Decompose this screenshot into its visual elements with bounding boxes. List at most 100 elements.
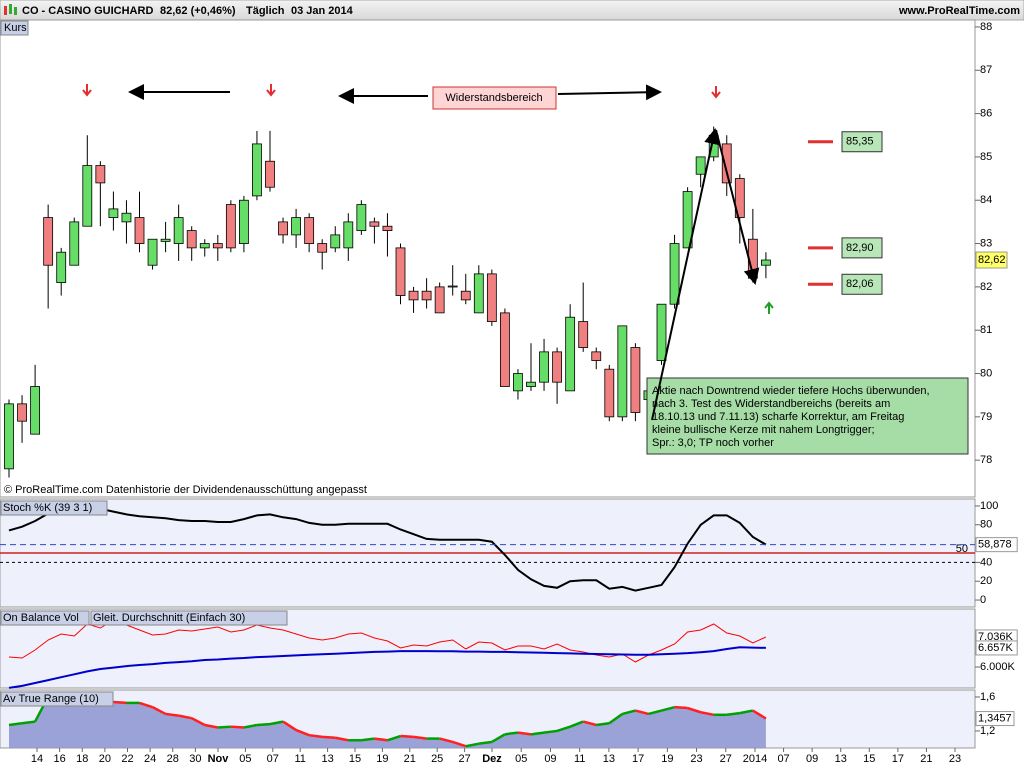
- x-tick-label: 24: [144, 753, 156, 765]
- candle-body: [108, 208, 119, 218]
- panel-title-bg: [0, 20, 29, 36]
- series-segment: [491, 733, 506, 744]
- series-segment: [608, 712, 624, 725]
- last-value-bg: [975, 640, 1018, 656]
- series-line: [8, 506, 767, 592]
- series-segment: [191, 717, 206, 727]
- series-segment: [478, 740, 493, 745]
- candle-body: [330, 234, 341, 249]
- x-tick-label: 17: [892, 753, 904, 765]
- header-title: CO - CASINO GUICHARD: [22, 5, 153, 17]
- candle-body: [17, 403, 27, 422]
- last-value-label: 58,878: [978, 539, 1012, 551]
- candle-body: [539, 351, 549, 383]
- candle-body: [395, 247, 406, 296]
- note-line: nach 3. Test des Widerstandbereichs (ber…: [652, 398, 890, 410]
- x-tick-label: 07: [777, 753, 789, 765]
- candle-body: [604, 368, 615, 418]
- level-box: [841, 131, 883, 153]
- y-tick-label: 1,2: [980, 725, 995, 737]
- series-segment: [295, 728, 310, 737]
- candle-body: [695, 156, 706, 175]
- candle-body: [526, 381, 536, 387]
- x-tick-label: 05: [515, 753, 527, 765]
- candle-body: [356, 204, 367, 231]
- y-tick-label: 40: [980, 556, 992, 568]
- candle-body: [578, 321, 589, 348]
- level-box: [841, 237, 883, 259]
- level-label: 82,06: [846, 278, 874, 290]
- annotation-box: [432, 86, 557, 110]
- candle-body: [682, 191, 693, 249]
- y-tick-label: 20: [980, 575, 992, 587]
- legend-entry: Gleit. Durchschnitt (Einfach 30): [93, 612, 245, 624]
- candle-body: [291, 217, 302, 236]
- last-value-label: 1,3457: [978, 712, 1012, 724]
- level-label: 82,90: [846, 242, 874, 254]
- candle-body: [447, 285, 458, 288]
- series-segment: [308, 733, 323, 739]
- series-segment: [596, 722, 610, 727]
- candle-body: [408, 290, 419, 301]
- x-tick-label: 15: [349, 753, 361, 765]
- y-tick-label: 84: [980, 194, 992, 206]
- legend-entry: Av True Range (10): [3, 693, 99, 705]
- y-tick-label: 87: [980, 64, 992, 76]
- x-tick-label: 13: [603, 753, 615, 765]
- series-area: [9, 697, 766, 748]
- y-tick-label: 81: [980, 324, 992, 336]
- series-segment: [400, 734, 414, 739]
- series-segment: [465, 742, 480, 748]
- candle-body: [56, 251, 67, 283]
- panel-title: Kurs: [4, 22, 27, 34]
- last-price-bg: [975, 251, 1008, 269]
- x-tick-label: 23: [690, 753, 702, 765]
- credit: © ProRealTime.com Datenhistorie der Divi…: [4, 484, 367, 496]
- x-tick-label: 15: [863, 753, 875, 765]
- x-tick-label: Nov: [208, 753, 230, 765]
- note-line: kleine bullische Kerze mit nahem Longtri…: [652, 424, 875, 436]
- series-line: [8, 619, 767, 663]
- candle-body: [421, 290, 432, 301]
- candle-body: [82, 165, 93, 227]
- candle-body: [513, 373, 523, 392]
- y-tick-label: 88: [980, 21, 992, 33]
- legend-bg: [0, 691, 114, 707]
- legend-bg: [90, 610, 288, 626]
- y-tick-label: 80: [980, 367, 992, 379]
- drawings: [128, 84, 760, 421]
- note-line: Spr.: 3,0; TP noch vorher: [652, 437, 774, 449]
- y-tick-label: 78: [980, 454, 992, 466]
- series-segment: [151, 706, 167, 716]
- series-segment: [582, 720, 597, 727]
- x-tick-label: 2014: [743, 753, 767, 765]
- level-box: [841, 273, 883, 295]
- candle-body: [212, 243, 223, 249]
- y-tick-label: 85: [980, 151, 992, 163]
- series-segment: [739, 709, 754, 715]
- series-segment: [113, 700, 127, 705]
- candle-body: [173, 217, 184, 244]
- last-price-label: 82,62: [978, 254, 1006, 266]
- x-tick-label: 27: [458, 753, 470, 765]
- candle-body: [552, 351, 562, 383]
- header-date: 03 Jan 2014: [291, 5, 354, 17]
- candle-body: [278, 221, 288, 236]
- candle-body: [734, 178, 745, 218]
- candle-body: [134, 217, 145, 244]
- candle-body: [225, 204, 236, 249]
- candle-body: [317, 243, 328, 253]
- series-segment: [21, 720, 36, 725]
- series-segment: [622, 709, 636, 716]
- candle-body: [473, 273, 484, 314]
- candle-body: [486, 273, 497, 322]
- y-tick-label: 100: [980, 500, 998, 512]
- x-tick-label: 07: [267, 753, 279, 765]
- series-segment: [413, 735, 427, 740]
- candle-body: [382, 225, 393, 231]
- series-segment: [556, 725, 571, 733]
- candle-body: [304, 217, 315, 244]
- series-segment: [648, 709, 662, 716]
- x-tick-label: 14: [31, 753, 43, 765]
